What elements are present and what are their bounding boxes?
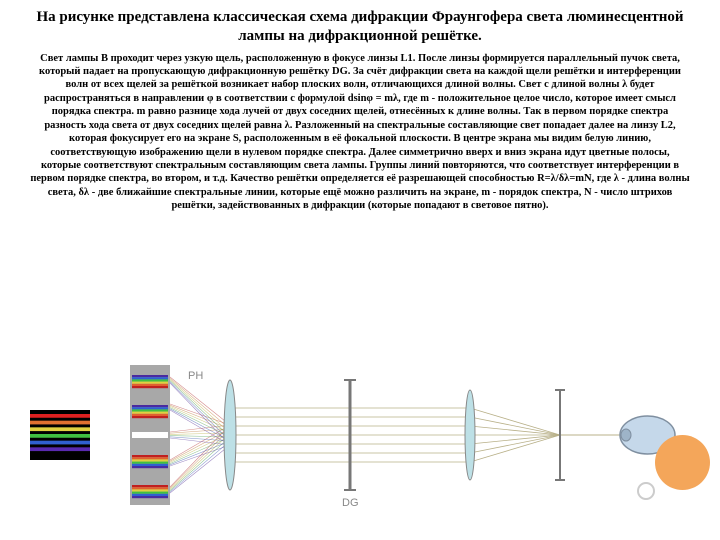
deco-circle-large	[655, 435, 710, 490]
corner-decoration	[630, 420, 710, 500]
svg-text:PH: PH	[188, 370, 203, 382]
deco-circle-small	[637, 482, 655, 500]
svg-text:DG: DG	[342, 497, 359, 509]
optics-diagram: PH DG	[30, 365, 690, 515]
slide: На рисунке представлена классическая схе…	[0, 0, 720, 540]
page-title: На рисунке представлена классическая схе…	[30, 8, 690, 46]
body-text: Свет лампы В проходит через узкую щель, …	[30, 52, 690, 213]
